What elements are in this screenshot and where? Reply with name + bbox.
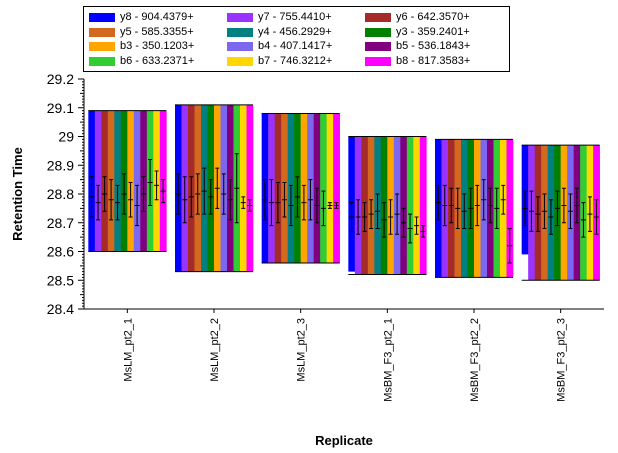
legend-swatch [227, 13, 253, 22]
bar [333, 113, 340, 263]
legend-label: b3 - 350.1203+ [120, 40, 195, 52]
chart-legend: y8 - 904.4379+ y7 - 755.4410+ y6 - 642.357… [83, 6, 510, 72]
legend-label: y7 - 755.4410+ [258, 11, 332, 23]
x-tick-label: MsLM_pt2_2 [209, 318, 221, 382]
legend-swatch [227, 42, 253, 51]
legend-label: b8 - 817.3583+ [396, 54, 471, 67]
legend-label: y5 - 585.3355+ [120, 25, 194, 38]
bar [506, 139, 514, 278]
bar [400, 136, 408, 275]
bar [419, 136, 427, 275]
y-axis-title: Retention Time [10, 147, 25, 241]
x-tick-label: MsBM_F3_pt2_1 [382, 318, 394, 402]
bar [94, 110, 102, 252]
legend-label: y4 - 456.2929+ [258, 25, 332, 38]
x-tick-label: MsLM_pt2_1 [122, 318, 134, 382]
y-tick-label: 28.8 [47, 186, 74, 202]
bar [406, 136, 414, 275]
bar [246, 104, 254, 272]
legend-label: y6 - 642.3570+ [396, 11, 470, 23]
legend-swatch [89, 27, 115, 37]
legend-label: y8 - 904.4379+ [120, 11, 194, 23]
y-tick-label: 29.2 [47, 71, 74, 87]
legend-swatch [89, 42, 115, 51]
bar [240, 104, 247, 272]
bar [114, 110, 122, 252]
legend-label: b6 - 633.2371+ [120, 54, 195, 67]
x-tick-label: MsBM_F3_pt2_2 [469, 318, 481, 402]
legend-swatch [365, 27, 391, 37]
y-tick-label: 28.7 [47, 215, 74, 231]
x-axis-title: Replicate [315, 433, 373, 448]
y-tick-label: 28.5 [47, 272, 74, 288]
bar [320, 113, 327, 263]
legend-swatch [89, 13, 115, 22]
x-tick-label: MsLM_pt2_3 [296, 318, 308, 382]
legend-swatch [365, 13, 391, 22]
y-tick-label: 28.9 [47, 157, 74, 173]
legend-swatch [365, 56, 391, 66]
legend-swatch [227, 56, 253, 66]
legend-label: b7 - 746.3212+ [258, 54, 333, 67]
bar [127, 110, 135, 252]
legend-swatch [89, 56, 115, 66]
bar [413, 136, 421, 275]
x-tick-label: MsBM_F3_pt2_3 [556, 318, 568, 402]
legend-label: b4 - 407.1417+ [258, 40, 333, 52]
legend-label: y3 - 359.2401+ [396, 25, 470, 38]
legend-label: b5 - 536.1843+ [396, 40, 471, 52]
bar [133, 110, 141, 252]
legend-swatch [365, 42, 391, 51]
legend-swatch [227, 27, 253, 37]
y-tick-label: 29.1 [47, 100, 74, 116]
y-tick-label: 28.6 [47, 244, 74, 260]
y-tick-label: 29 [58, 129, 74, 145]
y-tick-label: 28.4 [47, 301, 74, 317]
bar [326, 113, 334, 263]
